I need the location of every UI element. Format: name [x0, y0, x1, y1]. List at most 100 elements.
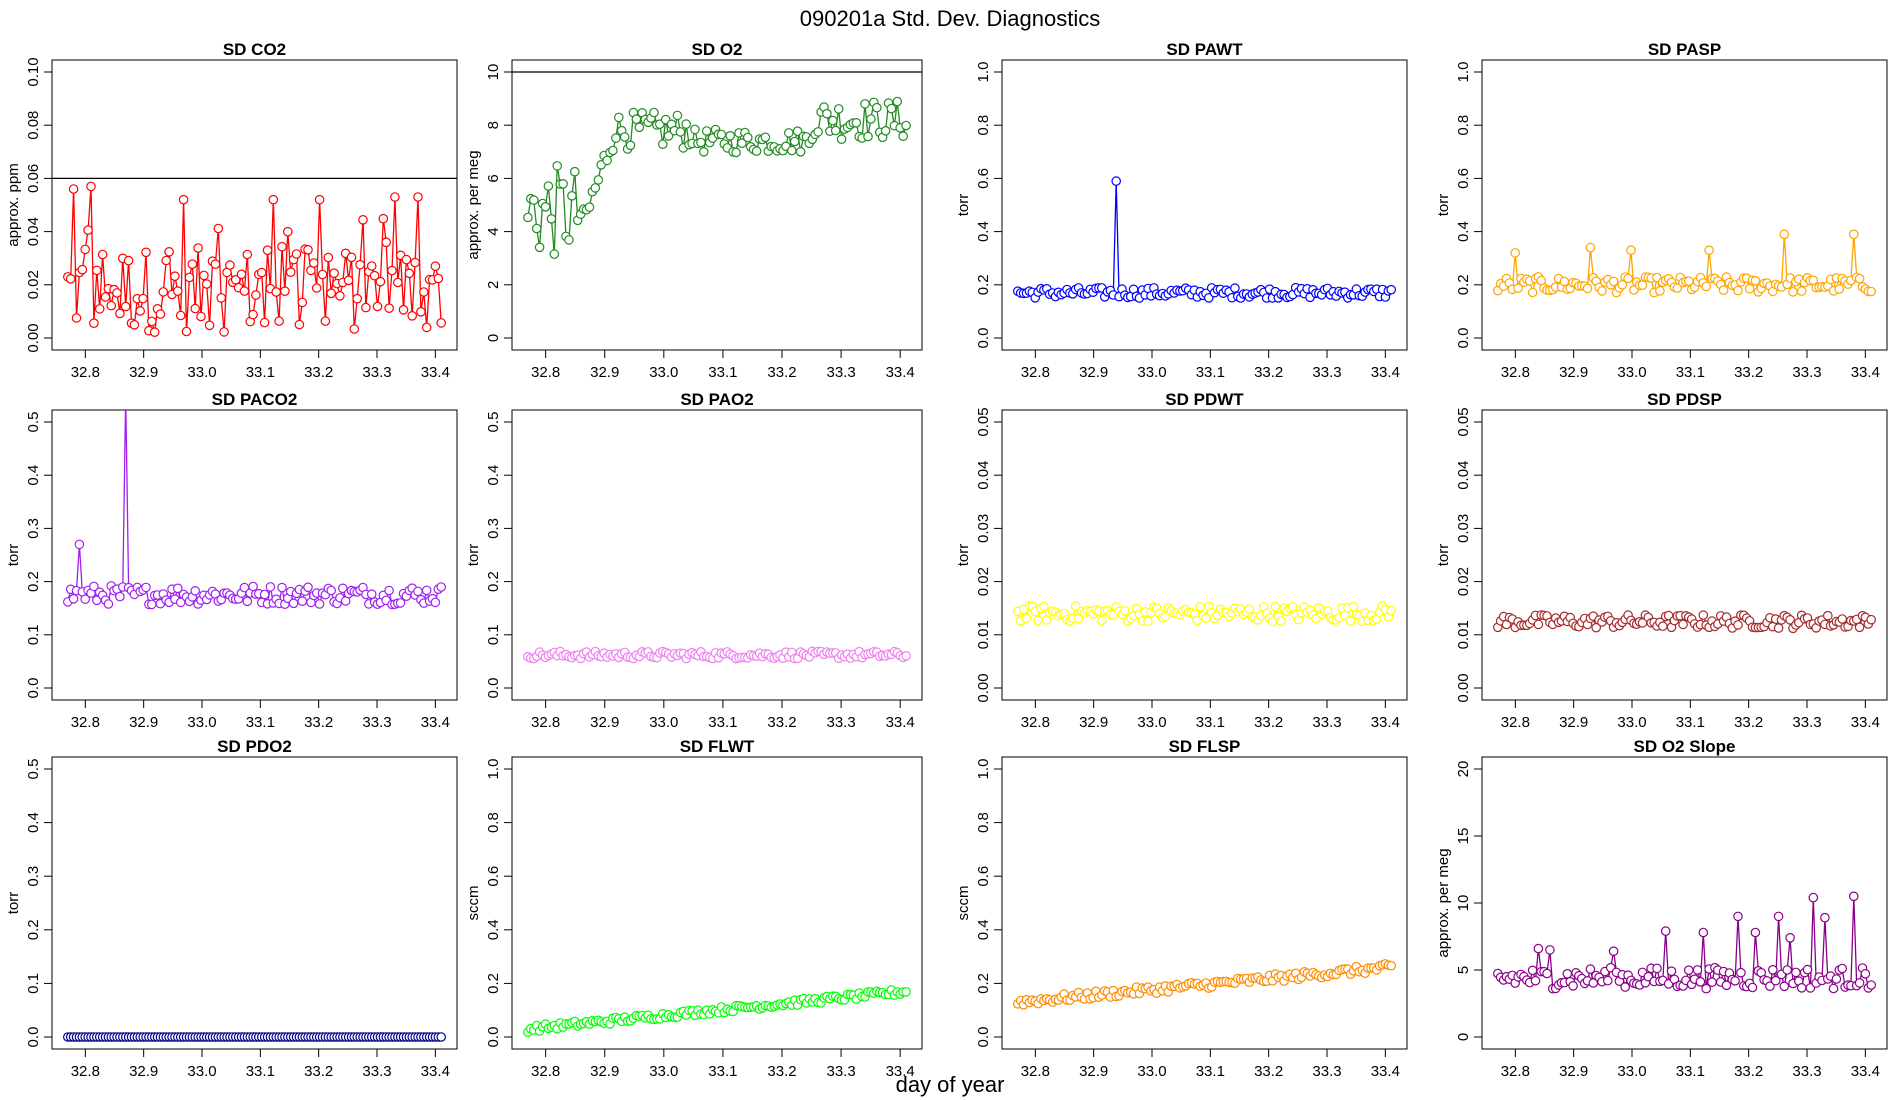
- series: [523, 985, 911, 1037]
- data-point: [549, 249, 560, 259]
- data-point: [523, 212, 533, 223]
- x-tick-label: 32.8: [531, 714, 560, 731]
- data-point: [1695, 976, 1706, 987]
- data-point: [65, 273, 76, 284]
- data-point: [190, 303, 200, 314]
- data-point: [546, 214, 557, 224]
- y-tick-label: 0.4: [975, 919, 992, 940]
- x-tick-label: 32.9: [1079, 714, 1108, 731]
- data-point: [291, 249, 302, 259]
- x-tick-label: 32.8: [1021, 1063, 1050, 1080]
- data-point: [326, 288, 336, 299]
- y-tick-label: 0.01: [1455, 620, 1472, 649]
- x-tick-label: 33.0: [649, 1063, 678, 1080]
- chart-title: SD FLSP: [1169, 737, 1241, 756]
- x-tick-label: 32.9: [1079, 364, 1108, 381]
- x-tick-label: 33.4: [421, 364, 450, 381]
- data-point: [1603, 975, 1613, 986]
- x-tick-label: 33.3: [362, 364, 391, 381]
- data-point: [830, 125, 841, 136]
- data-point: [531, 223, 542, 234]
- data-point: [1701, 983, 1711, 994]
- data-point: [1730, 975, 1740, 986]
- data-point: [1039, 601, 1049, 612]
- data-point: [567, 191, 577, 201]
- data-point: [94, 304, 105, 314]
- data-point: [285, 267, 296, 277]
- y-tick-label: 0.1: [25, 973, 42, 994]
- data-point: [149, 327, 160, 337]
- data-point: [392, 277, 403, 288]
- y-tick-label: 0: [1455, 1033, 1472, 1041]
- x-tick-label: 33.4: [886, 1063, 915, 1080]
- data-point: [308, 258, 319, 268]
- x-tick-label: 33.3: [362, 714, 391, 731]
- x-tick-label: 32.8: [531, 1063, 560, 1080]
- plot-frame: [511, 409, 923, 701]
- data-point: [193, 243, 203, 253]
- data-point: [1597, 286, 1607, 296]
- data-point: [1782, 965, 1792, 975]
- chart-panel: SD PDWT 32.8 32.9 33.0 33.1 33.2 33.3 33.4 0.00 0…: [955, 390, 1408, 731]
- chart-title: SD O2 Slope: [1633, 737, 1735, 756]
- x-tick-label: 33.1: [708, 1063, 737, 1080]
- data-point: [123, 255, 134, 266]
- y-tick-label: 0.2: [975, 274, 992, 295]
- x-tick-label: 33.3: [1792, 1063, 1821, 1080]
- data-point: [1160, 611, 1171, 622]
- data-point: [1866, 286, 1876, 297]
- data-point: [886, 103, 897, 114]
- data-point: [1779, 229, 1790, 240]
- x-tick-label: 33.1: [1676, 364, 1705, 381]
- y-tick-label: 0.04: [1455, 461, 1472, 490]
- data-point: [190, 585, 200, 596]
- data-point: [92, 265, 102, 276]
- x-tick-label: 32.9: [1079, 1063, 1108, 1080]
- y-tick-label: 6: [485, 174, 502, 182]
- data-point: [366, 261, 377, 271]
- data-point: [1733, 620, 1743, 630]
- data-point: [543, 181, 554, 191]
- y-tick-label: 1.0: [485, 759, 502, 780]
- data-point: [173, 583, 183, 594]
- x-tick-label: 32.9: [590, 714, 619, 731]
- data-point: [558, 179, 568, 189]
- data-point: [89, 581, 99, 592]
- x-tick-label: 33.1: [246, 364, 275, 381]
- plot-frame: [1001, 756, 1408, 1050]
- data-point: [401, 254, 412, 265]
- data-point: [608, 145, 618, 156]
- data-point: [898, 131, 908, 141]
- x-tick-label: 33.4: [1371, 1063, 1400, 1080]
- data-point: [337, 583, 348, 594]
- y-tick-label: 0.0: [485, 1027, 502, 1048]
- y-tick-label: 0.2: [485, 973, 502, 994]
- data-point: [716, 129, 727, 140]
- data-point: [860, 99, 870, 109]
- x-tick-label: 33.0: [1617, 364, 1646, 381]
- y-tick-label: 0.8: [975, 115, 992, 136]
- data-point: [413, 192, 423, 202]
- y-tick-label: 0.3: [25, 866, 42, 887]
- x-tick-label: 33.4: [421, 1063, 450, 1080]
- data-point: [690, 124, 700, 135]
- x-tick-label: 33.2: [304, 1063, 333, 1080]
- x-tick-label: 33.2: [767, 714, 796, 731]
- x-tick-label: 33.2: [1734, 714, 1763, 731]
- plot-frame: [511, 756, 923, 1050]
- data-point: [1348, 601, 1359, 612]
- y-tick-label: 0.2: [485, 571, 502, 592]
- data-point: [1568, 980, 1578, 991]
- data-point: [1527, 965, 1538, 976]
- x-tick-label: 33.3: [1312, 714, 1341, 731]
- chart-title: SD PDWT: [1165, 390, 1244, 409]
- data-point: [115, 591, 125, 602]
- data-point: [1033, 615, 1043, 626]
- y-tick-label: 0.4: [25, 812, 42, 833]
- data-point: [657, 139, 668, 149]
- data-point: [343, 275, 354, 286]
- data-point: [120, 301, 131, 312]
- data-point: [1195, 601, 1205, 612]
- data-point: [1692, 965, 1703, 975]
- x-tick-label: 33.3: [362, 1063, 391, 1080]
